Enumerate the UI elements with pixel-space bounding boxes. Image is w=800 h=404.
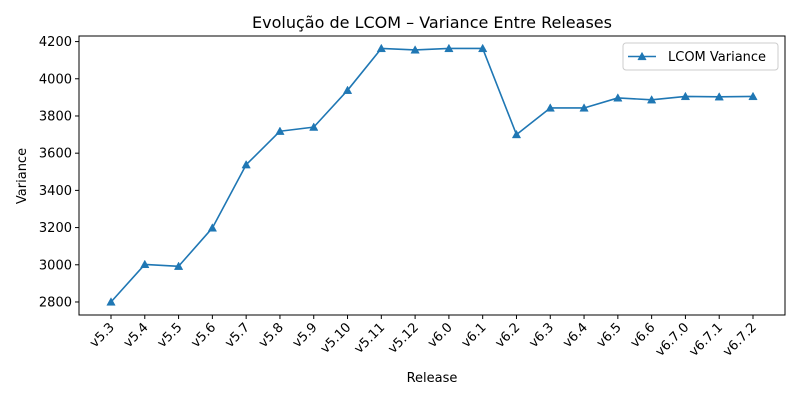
legend-label: LCOM Variance [668,50,766,65]
y-tick-label: 3200 [39,221,72,236]
plot-frame [78,35,786,316]
x-tick-label: v6.6 [628,320,659,351]
x-tick-label: v5.7 [222,320,253,351]
x-tick-label: v5.12 [385,320,422,357]
data-point-marker [410,45,420,54]
x-tick-label: v5.9 [290,320,321,351]
x-tick-label: v5.10 [318,320,355,357]
x-tick-label: v6.7.0 [653,320,692,359]
legend-marker [637,51,647,61]
x-tick-label: v6.7.1 [687,320,726,359]
data-point-marker [579,103,589,112]
x-tick-label: v6.3 [526,320,557,351]
data-point-marker [309,122,319,131]
data-point-marker [545,103,555,112]
x-tick-label: v5.5 [155,320,186,351]
data-point-marker [376,43,386,53]
data-point-marker [680,91,691,101]
data-point-marker [714,92,724,101]
x-tick-label: v5.6 [189,320,220,351]
data-point-marker [748,91,758,101]
data-point-marker [207,223,217,232]
x-tick-label: v5.4 [121,320,152,351]
y-tick-label: 4200 [39,35,72,50]
data-point-marker [275,126,285,135]
data-point-marker [342,85,353,94]
legend: LCOM Variance [622,42,779,71]
y-tick-label: 3600 [39,147,72,162]
data-point-marker [444,43,454,53]
x-tick-label: v5.3 [87,320,118,351]
x-tick-label: v6.2 [493,320,524,351]
y-tick-label: 3400 [39,184,72,199]
x-tick-label: v6.1 [459,320,490,351]
data-point-marker [173,261,184,270]
series-line [110,47,754,303]
x-tick-label: v5.11 [352,320,389,357]
data-point-marker [140,259,150,269]
data-point-marker [478,43,488,53]
x-tick-label: v5.8 [256,320,287,351]
data-point-marker [106,297,116,306]
y-tick-label: 3800 [39,109,72,124]
y-tick-label: 3000 [39,258,72,273]
y-tick-label: 2800 [39,295,72,310]
data-point-marker [511,129,522,139]
x-tick-label: v6.7.2 [720,320,759,359]
x-axis-label: Release [407,371,458,386]
data-point-marker [647,95,657,104]
y-axis-label: Variance [15,148,30,204]
legend-box [622,42,779,71]
y-tick-label: 4000 [39,72,72,87]
x-tick-label: v6.0 [425,320,456,351]
x-tick-label: v6.5 [594,320,625,351]
chart-title: Evolução de LCOM – Variance Entre Releas… [252,13,612,32]
data-point-marker [613,93,623,102]
plot-area: 2800 3000 3200 3400 3600 3800 4000 4200 v5.3 v5.4… [39,35,786,360]
x-tick-label: v6.4 [560,320,591,351]
data-point-marker [241,159,251,169]
